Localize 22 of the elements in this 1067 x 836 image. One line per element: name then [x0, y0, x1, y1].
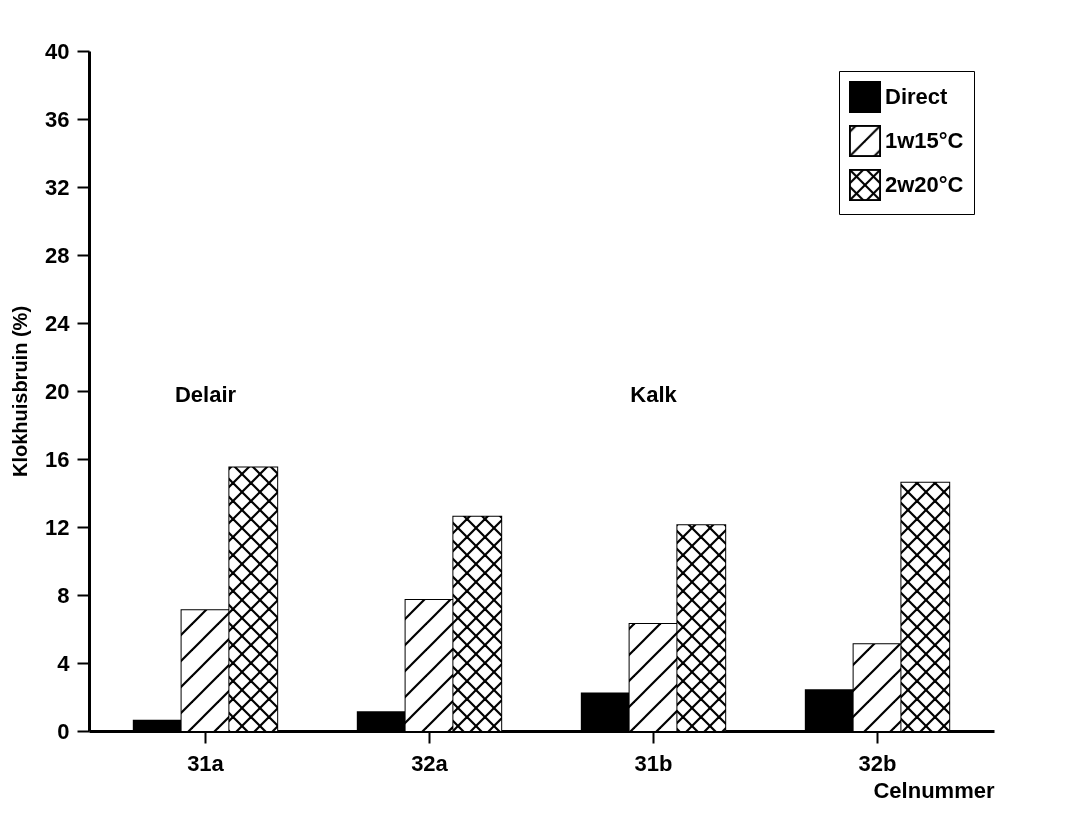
y-tick-label: 12 [45, 514, 70, 540]
y-tick-label: 36 [45, 106, 70, 132]
annotation: Kalk [630, 382, 678, 407]
y-tick-label: 40 [45, 38, 70, 64]
y-tick-label: 0 [57, 718, 70, 744]
y-axis-title: Klokhuisbruin (%) [9, 305, 32, 478]
annotation: Delair [174, 382, 237, 407]
y-tick-label: 20 [45, 378, 70, 404]
x-tick-label: 32a [411, 750, 449, 776]
y-tick-label: 8 [57, 582, 70, 608]
y-tick-label: 16 [45, 446, 70, 472]
legend-label: Direct [885, 84, 949, 109]
legend-label: 2w20°C [885, 172, 964, 197]
y-tick-label: 4 [57, 650, 71, 676]
x-tick-label: 31b [634, 750, 673, 776]
y-tick-label: 24 [45, 310, 71, 336]
x-tick-label: 31a [187, 750, 225, 776]
x-tick-label: 32b [858, 750, 897, 776]
y-tick-label: 32 [45, 174, 70, 200]
legend-label: 1w15°C [885, 128, 964, 153]
x-axis-title: Celnummer [873, 777, 995, 803]
y-tick-label: 28 [45, 242, 70, 268]
